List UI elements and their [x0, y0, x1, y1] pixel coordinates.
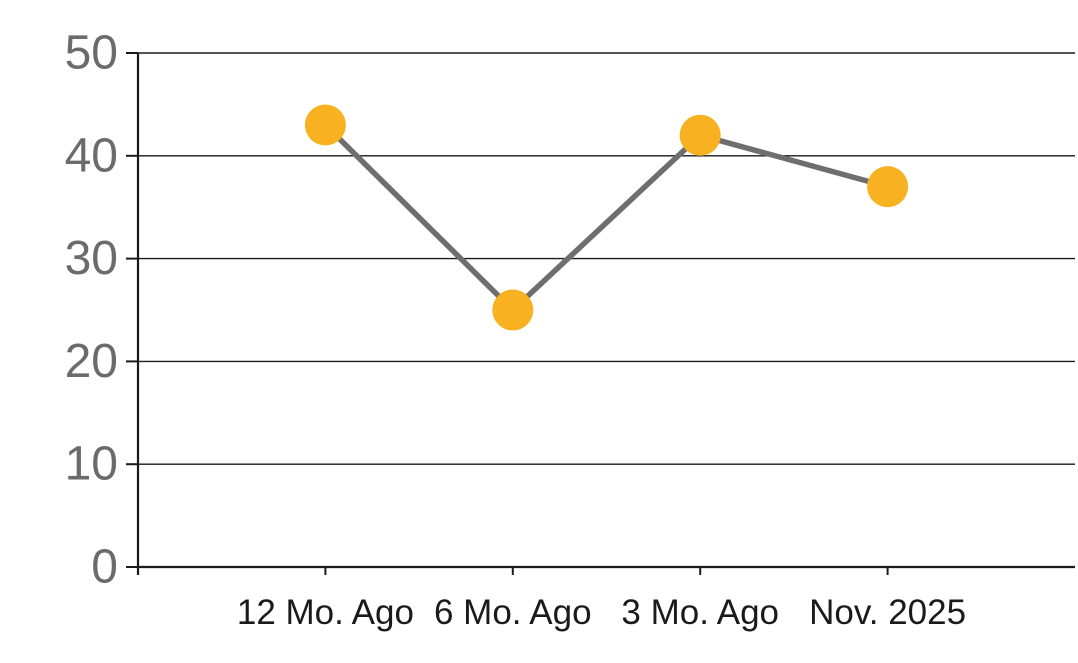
x-axis-tick-label: Nov. 2025 [809, 593, 966, 632]
y-axis-tick-label: 20 [65, 335, 118, 388]
data-point-marker [492, 289, 534, 331]
x-axis-tick-label: 6 Mo. Ago [434, 593, 592, 632]
data-point-marker [304, 104, 346, 146]
y-axis-tick-label: 10 [65, 438, 118, 491]
y-axis-tick-label: 0 [91, 541, 118, 594]
data-point-marker [679, 114, 721, 156]
series-line [323, 123, 889, 313]
y-axis-tick-label: 30 [65, 232, 118, 285]
data-point-marker [867, 166, 909, 208]
y-axis-tick-label: 40 [65, 129, 118, 182]
x-axis-tick-label: 12 Mo. Ago [237, 593, 414, 632]
x-axis-tick-label: 3 Mo. Ago [621, 593, 779, 632]
y-axis-tick-label: 50 [65, 27, 118, 80]
